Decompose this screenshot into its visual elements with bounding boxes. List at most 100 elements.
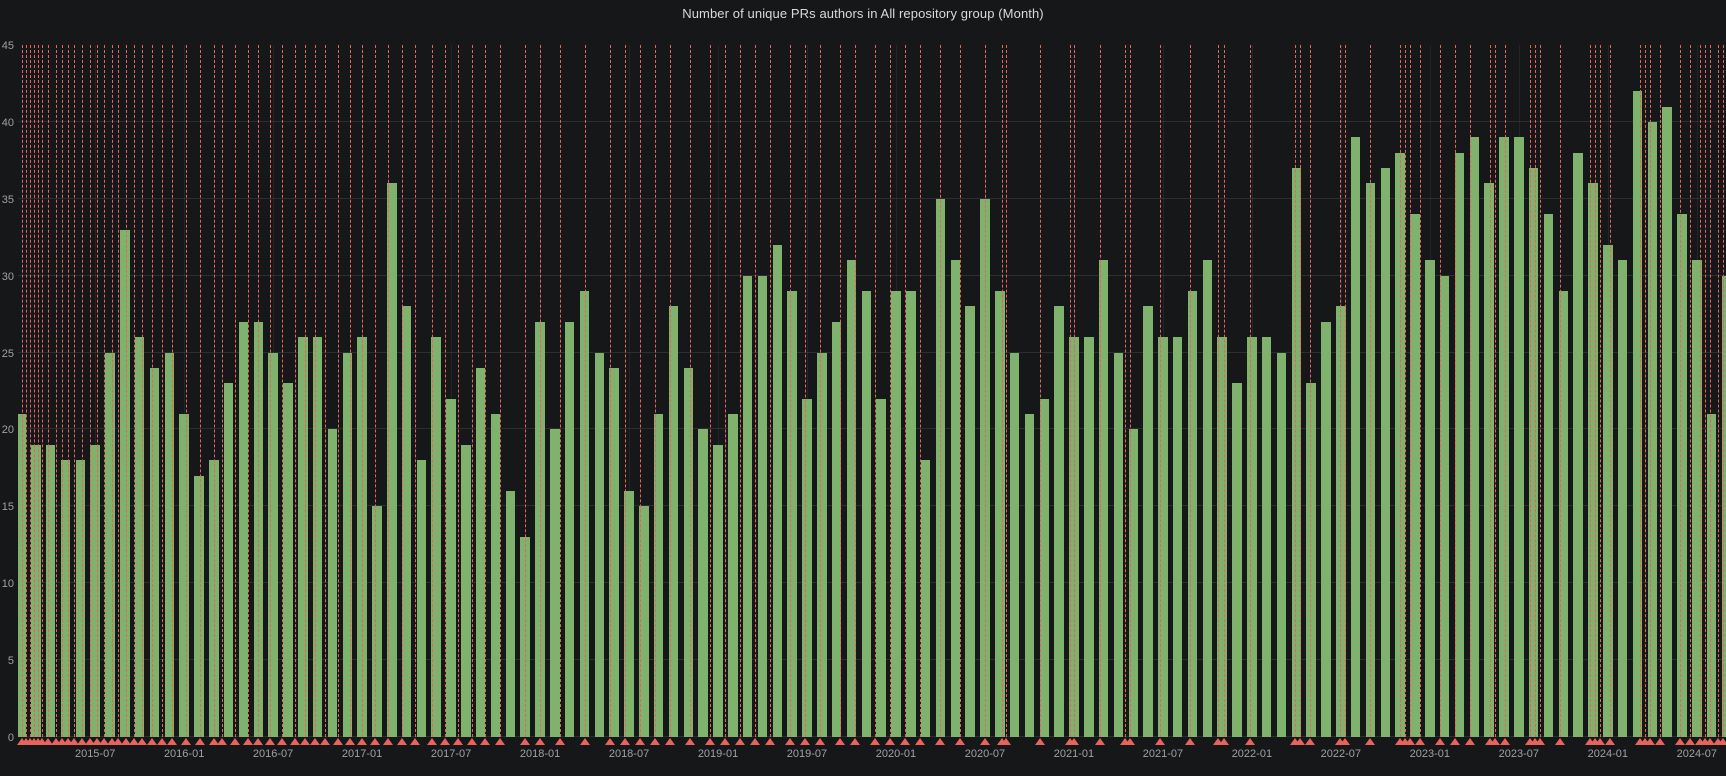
annotation-marker-icon[interactable]	[1213, 738, 1224, 745]
annotation-marker-icon[interactable]	[980, 738, 991, 745]
annotation-marker-icon[interactable]	[554, 738, 565, 745]
annotation-marker-icon[interactable]	[57, 738, 68, 745]
annotation-marker-icon[interactable]	[1554, 738, 1565, 745]
annotation-marker-icon[interactable]	[112, 738, 123, 745]
annotation-marker-icon[interactable]	[1464, 738, 1475, 745]
annotation-marker-icon[interactable]	[1334, 738, 1345, 745]
annotation-marker-icon[interactable]	[684, 738, 695, 745]
annotation-marker-icon[interactable]	[63, 738, 74, 745]
annotation-marker-icon[interactable]	[1484, 738, 1495, 745]
annotation-marker-icon[interactable]	[1095, 738, 1106, 745]
annotation-marker-icon[interactable]	[242, 738, 253, 745]
annotation-marker-icon[interactable]	[870, 738, 881, 745]
annotation-marker-icon[interactable]	[156, 738, 167, 745]
annotation-marker-icon[interactable]	[580, 738, 591, 745]
annotation-marker-icon[interactable]	[1340, 738, 1351, 745]
annotation-marker-icon[interactable]	[137, 738, 147, 745]
annotation-marker-icon[interactable]	[1365, 738, 1376, 745]
annotation-marker-icon[interactable]	[43, 738, 54, 745]
annotation-marker-icon[interactable]	[1185, 738, 1196, 745]
annotation-marker-icon[interactable]	[1634, 738, 1645, 745]
annotation-marker-icon[interactable]	[180, 738, 191, 745]
annotation-marker-icon[interactable]	[1684, 738, 1695, 745]
annotation-marker-icon[interactable]	[1001, 738, 1012, 745]
annotation-marker-icon[interactable]	[120, 738, 131, 745]
annotation-marker-icon[interactable]	[440, 738, 450, 745]
annotation-marker-icon[interactable]	[1490, 738, 1501, 745]
annotation-marker-icon[interactable]	[1674, 738, 1685, 745]
annotation-marker-icon[interactable]	[1717, 738, 1726, 745]
annotation-marker-icon[interactable]	[1405, 738, 1416, 745]
annotation-marker-icon[interactable]	[620, 738, 631, 745]
annotation-marker-icon[interactable]	[785, 738, 796, 745]
annotation-marker-icon[interactable]	[98, 738, 109, 745]
annotation-marker-icon[interactable]	[850, 738, 861, 745]
annotation-marker-icon[interactable]	[1295, 738, 1306, 745]
annotation-marker-icon[interactable]	[452, 738, 463, 745]
annotation-marker-icon[interactable]	[299, 738, 310, 745]
panel-title[interactable]: Number of unique PRs authors in All repo…	[682, 6, 1044, 21]
annotation-marker-icon[interactable]	[800, 738, 811, 745]
annotation-marker-icon[interactable]	[1035, 738, 1046, 745]
annotation-marker-icon[interactable]	[290, 738, 301, 745]
annotation-marker-icon[interactable]	[356, 738, 367, 745]
annotation-marker-icon[interactable]	[520, 738, 531, 745]
annotation-marker-icon[interactable]	[252, 738, 263, 745]
annotation-marker-icon[interactable]	[37, 738, 48, 745]
annotation-marker-icon[interactable]	[635, 738, 646, 745]
annotation-marker-icon[interactable]	[1154, 738, 1165, 745]
annotation-marker-icon[interactable]	[208, 738, 219, 745]
annotation-marker-icon[interactable]	[195, 738, 206, 745]
annotation-marker-icon[interactable]	[345, 738, 356, 745]
annotation-marker-icon[interactable]	[77, 738, 88, 745]
annotation-marker-icon[interactable]	[650, 738, 661, 745]
annotation-marker-icon[interactable]	[1644, 738, 1655, 745]
annotation-marker-icon[interactable]	[664, 738, 675, 745]
annotation-marker-icon[interactable]	[106, 738, 117, 745]
annotation-marker-icon[interactable]	[409, 738, 420, 745]
annotation-marker-icon[interactable]	[1125, 738, 1136, 745]
annotation-marker-icon[interactable]	[734, 738, 745, 745]
annotation-marker-icon[interactable]	[1654, 738, 1665, 745]
annotation-marker-icon[interactable]	[91, 738, 102, 745]
annotation-marker-icon[interactable]	[427, 738, 438, 745]
annotation-marker-icon[interactable]	[1605, 738, 1616, 745]
annotation-marker-icon[interactable]	[319, 738, 330, 745]
annotation-marker-icon[interactable]	[229, 738, 240, 745]
annotation-marker-icon[interactable]	[885, 738, 896, 745]
annotation-marker-icon[interactable]	[719, 738, 730, 745]
annotation-marker-icon[interactable]	[1069, 738, 1080, 745]
annotation-marker-icon[interactable]	[604, 738, 615, 745]
annotation-marker-icon[interactable]	[494, 738, 505, 745]
annotation-marker-icon[interactable]	[815, 738, 826, 745]
annotation-marker-icon[interactable]	[479, 738, 490, 745]
annotation-marker-icon[interactable]	[69, 738, 80, 745]
annotation-marker-icon[interactable]	[1119, 738, 1130, 745]
annotation-marker-icon[interactable]	[167, 738, 178, 745]
annotation-marker-icon[interactable]	[705, 738, 716, 745]
annotation-marker-icon[interactable]	[899, 738, 910, 745]
annotation-marker-icon[interactable]	[277, 738, 288, 745]
annotation-marker-icon[interactable]	[954, 738, 965, 745]
annotation-marker-icon[interactable]	[534, 738, 545, 745]
annotation-marker-icon[interactable]	[914, 738, 925, 745]
annotation-marker-icon[interactable]	[333, 738, 344, 745]
annotation-marker-icon[interactable]	[1704, 738, 1715, 745]
annotation-marker-icon[interactable]	[146, 738, 157, 745]
annotation-marker-icon[interactable]	[1534, 738, 1545, 745]
annotation-marker-icon[interactable]	[750, 738, 760, 745]
annotation-marker-icon[interactable]	[1435, 738, 1446, 745]
annotation-marker-icon[interactable]	[1415, 738, 1426, 745]
annotation-marker-icon[interactable]	[1499, 738, 1510, 745]
annotation-marker-icon[interactable]	[310, 738, 321, 745]
annotation-marker-icon[interactable]	[264, 738, 275, 745]
annotation-marker-icon[interactable]	[85, 738, 96, 745]
annotation-marker-icon[interactable]	[1450, 738, 1461, 745]
annotation-marker-icon[interactable]	[50, 738, 61, 745]
annotation-marker-icon[interactable]	[1219, 738, 1230, 745]
annotation-marker-icon[interactable]	[369, 738, 380, 745]
annotation-marker-icon[interactable]	[765, 738, 776, 745]
annotation-marker-icon[interactable]	[466, 738, 477, 745]
annotation-marker-icon[interactable]	[835, 738, 846, 745]
annotation-marker-icon[interactable]	[1594, 738, 1605, 745]
